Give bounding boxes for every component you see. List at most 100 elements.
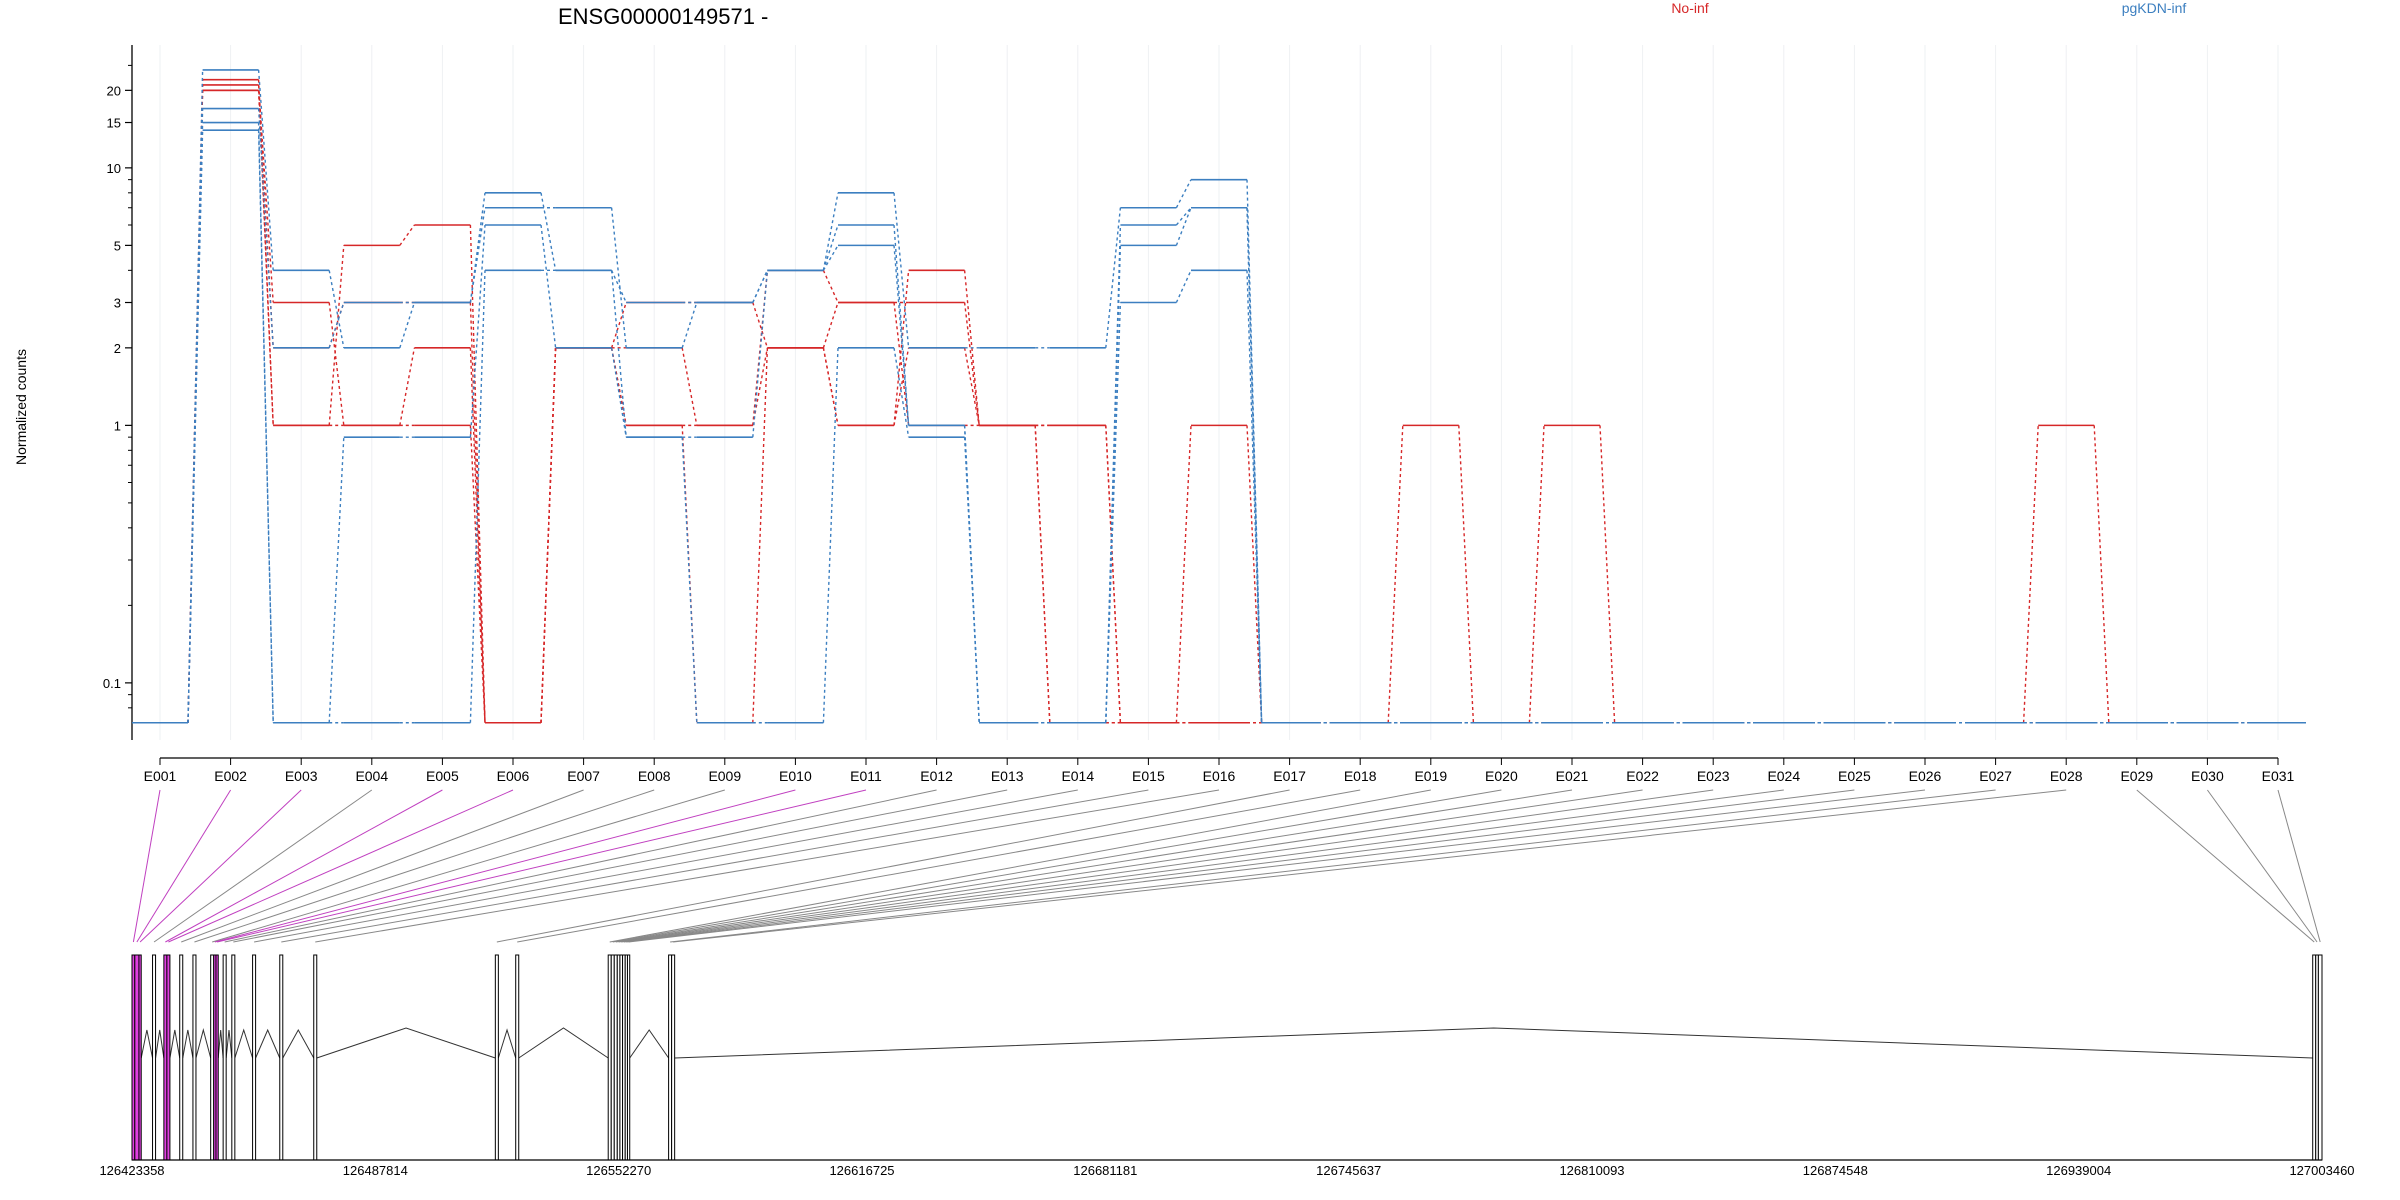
connector-segment — [822, 347, 839, 426]
coordinate-tick-label: 126874548 — [1803, 1163, 1868, 1178]
connector-E006 — [168, 789, 514, 943]
connector-E023 — [621, 789, 1714, 943]
connector-segment — [822, 245, 839, 271]
x-tick-label-E026: E026 — [1909, 768, 1942, 784]
intron — [155, 1029, 165, 1059]
x-tick-label-E005: E005 — [426, 768, 459, 784]
chart-title: ENSG00000149571 - — [558, 4, 768, 29]
x-tick-label-E007: E007 — [567, 768, 600, 784]
connector-E017 — [496, 789, 1290, 943]
connector-E025 — [626, 789, 1855, 943]
connector-segment — [752, 302, 769, 349]
connector-segment — [399, 224, 415, 246]
connector-E002 — [136, 789, 232, 943]
x-tick-label-E022: E022 — [1626, 768, 1659, 784]
connector-segment — [1246, 207, 1263, 723]
exon-E015 — [279, 954, 284, 1161]
connector-E010 — [214, 789, 796, 943]
connector-E001 — [132, 789, 161, 943]
x-tick-label-E030: E030 — [2191, 768, 2224, 784]
connector-segment — [328, 437, 345, 723]
connector-segment — [752, 270, 769, 426]
connector-segment — [822, 192, 839, 271]
x-tick-label-E011: E011 — [850, 768, 882, 784]
connector-segment — [963, 347, 980, 426]
connector-segment — [822, 347, 839, 723]
connector-segment — [610, 207, 627, 348]
intron — [316, 1027, 496, 1059]
connector-segment — [681, 347, 698, 426]
connector-E018 — [517, 789, 1361, 943]
connector-E019 — [609, 789, 1431, 943]
x-tick-label-E031: E031 — [2262, 768, 2295, 784]
connector-segment — [2093, 425, 2110, 723]
x-tick-label-E002: E002 — [214, 768, 247, 784]
x-tick-label-E016: E016 — [1203, 768, 1236, 784]
grid-lines — [159, 45, 2279, 740]
exon-E028 — [671, 954, 676, 1161]
x-tick-label-E012: E012 — [920, 768, 953, 784]
connector-E014 — [254, 789, 1078, 943]
intron — [195, 1028, 212, 1059]
connector-E022 — [618, 789, 1643, 943]
x-tick-label-E027: E027 — [1979, 768, 2012, 784]
intron — [518, 1027, 609, 1059]
y-tick-label: 1 — [114, 418, 121, 433]
exon-E017 — [494, 954, 499, 1161]
connector-segment — [1246, 207, 1263, 723]
connector-segment — [822, 270, 839, 303]
connector-segment — [752, 270, 769, 438]
coordinate-tick-label: 126423358 — [99, 1163, 164, 1178]
connector-segment — [893, 192, 910, 348]
exon-E018 — [515, 954, 520, 1161]
connector-segment — [469, 207, 486, 303]
exon-E026 — [626, 954, 631, 1161]
exon-E013 — [231, 954, 236, 1161]
connector-E016 — [315, 789, 1220, 943]
connector-segment — [1528, 425, 1545, 723]
connector-segment — [328, 302, 345, 426]
x-tick-label-E018: E018 — [1344, 768, 1377, 784]
connector-segment — [1175, 270, 1192, 303]
connector-E011 — [216, 789, 867, 943]
intron — [674, 1027, 2313, 1059]
connector-E024 — [623, 789, 1784, 943]
intron — [497, 1028, 517, 1059]
coordinate-tick-label: 126810093 — [1559, 1163, 1624, 1178]
connector-segment — [1175, 425, 1192, 723]
coordinate-tick-label: 126487814 — [343, 1163, 408, 1178]
y-tick-label: 5 — [114, 238, 121, 253]
x-tick-label-E025: E025 — [1838, 768, 1871, 784]
connector-E030 — [2206, 789, 2318, 943]
y-tick-label: 2 — [114, 341, 121, 356]
connector-E021 — [615, 789, 1573, 943]
connector-segment — [540, 347, 557, 723]
intron — [629, 1029, 670, 1059]
connector-segment — [1105, 302, 1122, 723]
intron — [234, 1028, 254, 1059]
x-tick-label-E003: E003 — [285, 768, 318, 784]
connector-segment — [2022, 425, 2039, 723]
connector-segment — [893, 347, 910, 426]
connector-segment — [1105, 245, 1122, 723]
y-tick-label: 15 — [107, 116, 121, 131]
connector-segment — [1175, 207, 1192, 246]
intron — [282, 1028, 315, 1059]
connector-segment — [893, 270, 910, 426]
coordinate-tick-label: 126681181 — [1073, 1163, 1137, 1178]
connector-E031 — [2277, 789, 2321, 943]
coordinate-tick-label: 126552270 — [586, 1163, 651, 1178]
exon-E011 — [215, 954, 219, 1161]
connector-segment — [610, 347, 627, 426]
connector-segment — [822, 224, 839, 271]
exon-E004 — [152, 954, 157, 1161]
x-tick-label-E009: E009 — [708, 768, 741, 784]
connector-E028 — [673, 789, 2067, 943]
y-axis: 0.1 1 2 3 5 10 15 20 — [103, 45, 133, 740]
x-tick-label-E029: E029 — [2120, 768, 2153, 784]
connector-segment — [328, 302, 345, 349]
connector-E003 — [139, 789, 302, 943]
connector-segment — [893, 245, 910, 426]
x-tick-label-E024: E024 — [1767, 768, 1800, 784]
connector-segment — [257, 84, 274, 303]
